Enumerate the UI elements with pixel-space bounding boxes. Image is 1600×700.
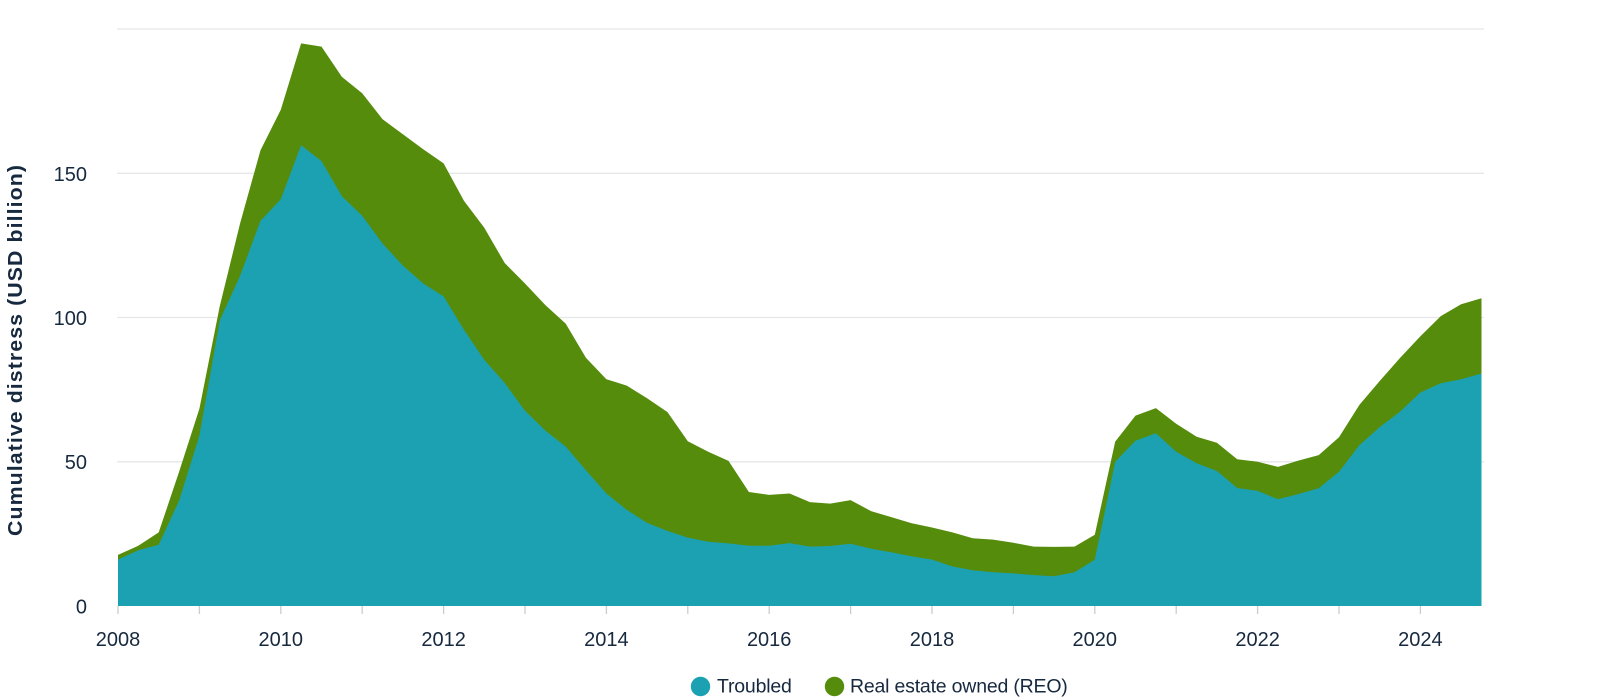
svg-text:2012: 2012 <box>421 629 466 651</box>
svg-text:Real estate owned (REO): Real estate owned (REO) <box>850 676 1068 698</box>
svg-text:Troubled: Troubled <box>717 676 792 698</box>
svg-text:2018: 2018 <box>910 629 955 651</box>
svg-text:2014: 2014 <box>584 629 629 651</box>
svg-text:2020: 2020 <box>1073 629 1118 651</box>
svg-text:2010: 2010 <box>259 629 304 651</box>
svg-text:100: 100 <box>54 308 87 330</box>
svg-text:150: 150 <box>54 164 87 186</box>
svg-text:2024: 2024 <box>1398 629 1443 651</box>
svg-text:2016: 2016 <box>747 629 792 651</box>
svg-text:50: 50 <box>65 452 87 474</box>
svg-text:Cumulative distress (USD billi: Cumulative distress (USD billion) <box>5 164 27 536</box>
svg-text:0: 0 <box>76 597 87 619</box>
svg-text:2022: 2022 <box>1235 629 1280 651</box>
svg-text:2008: 2008 <box>96 629 141 651</box>
